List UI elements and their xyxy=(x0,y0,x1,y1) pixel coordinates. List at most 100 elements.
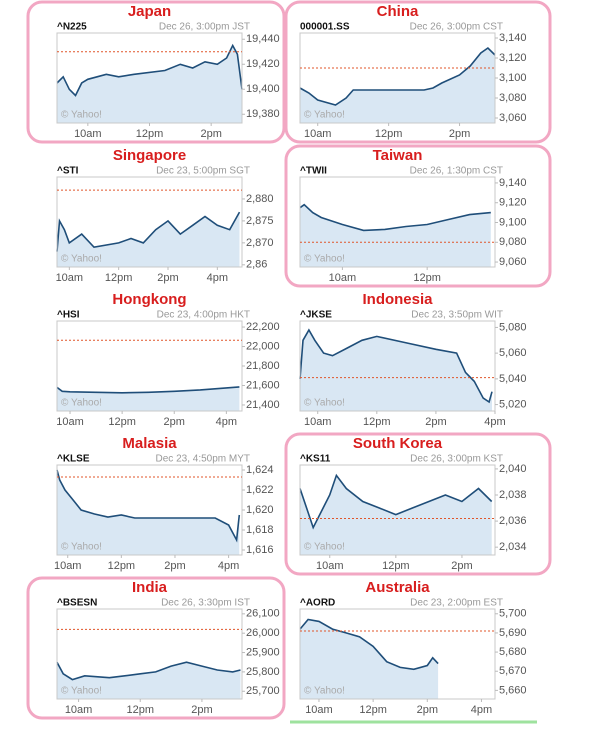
watermark: © Yahoo! xyxy=(61,686,102,697)
watermark: © Yahoo! xyxy=(61,398,102,409)
x-tick-label: 2pm xyxy=(164,560,185,572)
chart-panel: Hongkong ^HSI Dec 23, 4:00pm HKT © Yahoo! 22… xyxy=(56,291,279,428)
x-tick-label: 4pm xyxy=(218,560,239,572)
y-tick-label: 1,616 xyxy=(246,544,274,556)
y-tick-label: 9,080 xyxy=(499,236,527,248)
area xyxy=(57,45,242,123)
y-tick-label: 2,036 xyxy=(499,515,527,527)
chart-title: Malasia xyxy=(122,435,177,452)
x-tick-label: 10am xyxy=(56,416,84,428)
highlight-box xyxy=(284,0,552,144)
area xyxy=(300,204,491,267)
y-tick-label: 21,600 xyxy=(246,379,280,391)
x-tick-label: 12pm xyxy=(108,560,136,572)
chart-title: Hongkong xyxy=(112,291,186,308)
x-tick-label: 10am xyxy=(329,272,357,284)
x-tick-label: 10am xyxy=(54,560,82,572)
y-tick-label: 2,034 xyxy=(499,541,527,553)
y-tick-label: 5,080 xyxy=(499,321,527,333)
y-tick-label: 9,140 xyxy=(499,177,527,189)
y-tick-label: 2,880 xyxy=(246,193,274,205)
y-tick-label: 5,660 xyxy=(499,684,527,696)
ticker-symbol: ^KLSE xyxy=(57,454,90,465)
x-tick-label: 4pm xyxy=(484,416,505,428)
chart-panel: South Korea ^KS11 Dec 26, 3:00pm KST © Yaho… xyxy=(284,432,552,576)
y-tick-label: 5,040 xyxy=(499,373,527,385)
chart-panel: Malasia ^KLSE Dec 23, 4:50pm MYT © Yahoo! 1,… xyxy=(54,435,274,572)
area xyxy=(57,212,240,267)
y-tick-label: 19,420 xyxy=(246,58,280,70)
chart-panel: Indonesia ^JKSE Dec 23, 3:50pm WIT © Yahoo!… xyxy=(299,291,527,428)
watermark: © Yahoo! xyxy=(61,254,102,265)
price-line xyxy=(299,473,493,530)
y-tick-label: 22,000 xyxy=(246,340,280,352)
area xyxy=(57,662,241,699)
y-tick-label: 3,060 xyxy=(499,112,527,124)
x-tick-label: 4pm xyxy=(216,416,237,428)
x-tick-label: 12pm xyxy=(105,272,133,284)
y-tick-label: 21,400 xyxy=(246,399,280,411)
ticker-symbol: 000001.SS xyxy=(300,22,350,33)
chart-title: India xyxy=(132,579,168,596)
quote-date: Dec 26, 3:00pm CST xyxy=(410,22,503,33)
y-tick-label: 21,800 xyxy=(246,360,280,372)
ticker-symbol: ^KS11 xyxy=(300,454,331,465)
ticker-symbol: ^BSESN xyxy=(57,598,97,609)
watermark: © Yahoo! xyxy=(304,542,345,553)
y-tick-label: 22,200 xyxy=(246,321,280,333)
area xyxy=(57,470,240,555)
x-tick-label: 10am xyxy=(304,416,332,428)
quote-date: Dec 26, 1:30pm CST xyxy=(410,166,503,177)
x-tick-label: 2pm xyxy=(157,272,178,284)
watermark: © Yahoo! xyxy=(304,110,345,121)
x-tick-label: 12pm xyxy=(108,416,136,428)
y-tick-label: 1,618 xyxy=(246,524,274,536)
chart-title: South Korea xyxy=(353,435,443,452)
quote-date: Dec 23, 4:00pm HKT xyxy=(157,310,250,321)
x-tick-label: 12pm xyxy=(413,272,441,284)
y-tick-label: 25,700 xyxy=(246,685,280,697)
y-tick-label: 26,100 xyxy=(246,608,280,620)
x-tick-label: 10am xyxy=(65,704,93,716)
quote-date: Dec 26, 3:00pm KST xyxy=(410,454,503,465)
chart-title: China xyxy=(377,3,419,20)
area xyxy=(300,48,495,123)
x-tick-label: 12pm xyxy=(126,704,154,716)
y-tick-label: 25,800 xyxy=(246,666,280,678)
y-tick-label: 2,038 xyxy=(499,489,527,501)
y-tick-label: 19,400 xyxy=(246,83,280,95)
y-tick-label: 5,700 xyxy=(499,608,527,620)
ticker-symbol: ^STI xyxy=(57,166,79,177)
x-tick-label: 2pm xyxy=(191,704,212,716)
chart-title: Taiwan xyxy=(373,147,423,164)
ticker-symbol: ^HSI xyxy=(57,310,80,321)
x-tick-label: 2pm xyxy=(417,704,438,716)
x-tick-label: 12pm xyxy=(363,416,391,428)
plot-frame xyxy=(299,608,496,700)
chart-title: Japan xyxy=(128,3,171,20)
y-tick-label: 3,100 xyxy=(499,72,527,84)
chart-title: Australia xyxy=(365,579,430,596)
highlight-box xyxy=(284,432,552,576)
y-tick-label: 5,690 xyxy=(499,627,527,639)
ticker-symbol: ^TWII xyxy=(300,166,327,177)
chart-panel: India ^BSESN Dec 26, 3:30pm IST © Yahoo! 26,… xyxy=(26,576,286,720)
area xyxy=(300,330,492,411)
price-line xyxy=(299,328,493,404)
y-tick-label: 1,620 xyxy=(246,504,274,516)
y-tick-label: 25,900 xyxy=(246,646,280,658)
x-tick-label: 2pm xyxy=(164,416,185,428)
y-tick-label: 1,624 xyxy=(246,464,274,476)
highlight-box xyxy=(284,144,552,288)
y-tick-label: 9,120 xyxy=(499,197,527,209)
y-tick-label: 2,875 xyxy=(246,215,274,227)
chart-panel: Singapore ^STI Dec 23, 5:00pm SGT © Yahoo! 2… xyxy=(56,147,274,284)
y-tick-label: 3,140 xyxy=(499,32,527,44)
x-tick-label: 2pm xyxy=(425,416,446,428)
price-line xyxy=(56,386,240,394)
price-line xyxy=(56,469,241,543)
watermark: © Yahoo! xyxy=(61,542,102,553)
quote-date: Dec 23, 4:50pm MYT xyxy=(156,454,250,465)
x-tick-label: 2pm xyxy=(451,560,472,572)
